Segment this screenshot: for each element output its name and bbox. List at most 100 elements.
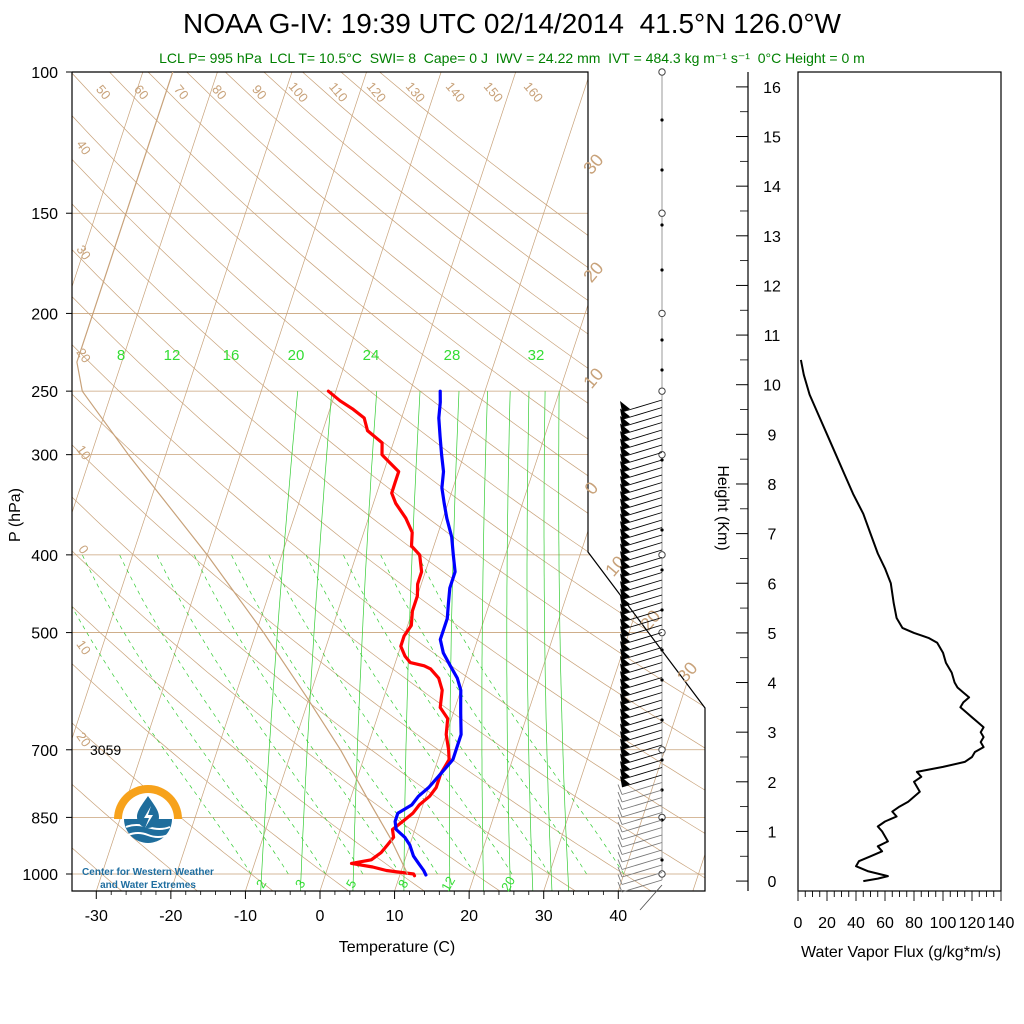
barb-level-circle xyxy=(658,450,666,459)
wind-barb-flag xyxy=(620,453,630,465)
wind-barb xyxy=(621,497,663,510)
wind-barb-feather xyxy=(617,799,623,810)
wind-barb xyxy=(621,489,663,503)
wind-barb xyxy=(621,842,663,855)
wind-barb-flag xyxy=(620,513,630,525)
adiabat-label: 80 xyxy=(209,82,230,103)
wind-barb xyxy=(621,459,663,473)
logo: Center for Western Weather and Water Ext… xyxy=(82,785,214,891)
height-tick-label: 10 xyxy=(763,378,781,395)
adiabat-label: 70 xyxy=(171,82,192,103)
isotherm-line xyxy=(767,72,1024,891)
mixing-ratio-label: 12 xyxy=(164,347,181,364)
skewt-frame xyxy=(71,71,706,892)
wind-barb xyxy=(621,609,663,623)
adiabat-label: 10 xyxy=(73,637,94,657)
wind-barb xyxy=(621,707,663,720)
mixing-ratio-label: 16 xyxy=(223,347,240,364)
wind-barb xyxy=(621,429,663,443)
wind-barb xyxy=(639,884,663,911)
adiabat-label: 90 xyxy=(249,82,270,103)
moist-adiabat-line xyxy=(156,554,364,875)
wind-barb xyxy=(621,527,663,540)
wvf-x-tick-label: 140 xyxy=(988,915,1015,932)
temperature-profile-line xyxy=(326,389,451,878)
wind-barb-flag xyxy=(620,438,630,450)
wind-barb xyxy=(621,557,663,570)
dry-adiabat-line xyxy=(72,72,576,891)
wind-barb-flag xyxy=(620,521,630,532)
wind-barb-flag xyxy=(620,746,630,757)
x-axis-title: Temperature (C) xyxy=(339,939,455,956)
wind-barb-flag xyxy=(620,738,630,750)
y-tick-label: 700 xyxy=(31,743,58,760)
isotherm-label: 0 xyxy=(581,478,603,499)
wind-barb-flag xyxy=(620,731,630,742)
isotherm-label: 10 xyxy=(579,364,607,392)
wind-barb-flag xyxy=(620,708,630,720)
height-tick-label: 7 xyxy=(768,527,777,544)
x-tick-label: 10 xyxy=(386,908,404,925)
wind-barb-flag xyxy=(620,528,630,540)
wvf-x-axis-title: Water Vapor Flux (g/kg*m/s) xyxy=(801,944,1001,961)
wind-barb-flag xyxy=(620,611,630,622)
skewt-background-lines xyxy=(72,72,1024,891)
barb-level-circle xyxy=(658,309,666,318)
barb-level-circle xyxy=(658,68,666,76)
dry-adiabat-line xyxy=(72,72,705,891)
y-tick-label: 1000 xyxy=(22,867,58,884)
wind-barb-flag xyxy=(620,566,630,577)
wind-barb-flag xyxy=(620,656,630,667)
barb-level-circle xyxy=(658,870,666,878)
barb-level-dot xyxy=(660,223,664,227)
barb-level-dot xyxy=(660,118,664,122)
moist-adiabat-line xyxy=(81,554,289,875)
wind-barb xyxy=(621,797,663,810)
isotherm-line xyxy=(617,72,705,891)
wind-barb xyxy=(621,512,663,525)
moist-adiabat-line xyxy=(380,554,587,875)
wind-barb xyxy=(621,617,663,630)
height-tick-label: 8 xyxy=(768,477,777,494)
wind-barb xyxy=(621,737,663,750)
wind-barb-flag xyxy=(620,603,630,615)
wind-barb-feather xyxy=(617,814,623,825)
adiabat-label: 160 xyxy=(521,79,546,105)
wind-barb xyxy=(621,834,663,848)
wvf-x-tick-label: 0 xyxy=(794,915,803,932)
wind-barb xyxy=(621,647,663,660)
wvf-x-tick-label: 40 xyxy=(847,915,865,932)
wind-barb xyxy=(621,542,663,555)
wind-barb-feather xyxy=(617,784,623,795)
wind-barb xyxy=(621,872,663,885)
wind-barb-flag xyxy=(620,423,630,435)
wind-barb-flag xyxy=(620,573,630,585)
dry-adiabat-line xyxy=(72,72,705,891)
wind-barb-feather xyxy=(617,791,623,803)
dry-adiabat-line xyxy=(72,72,123,891)
wind-barb xyxy=(621,452,663,465)
y-tick-label: 300 xyxy=(31,448,58,465)
wind-barb-feather xyxy=(617,859,623,870)
wind-barb-flag xyxy=(620,408,630,420)
wind-barb xyxy=(621,782,663,795)
barb-level-circle xyxy=(658,209,666,217)
adiabat-label: 30 xyxy=(73,242,94,262)
height-tick-label: 1 xyxy=(768,824,777,841)
wind-barb xyxy=(621,534,663,548)
wind-barb-feather xyxy=(617,851,623,863)
wind-barb xyxy=(621,699,663,713)
y-tick-label: 500 xyxy=(31,626,58,643)
height-tick-label: 2 xyxy=(768,775,777,792)
y-axis-title: P (hPa) xyxy=(7,488,24,542)
wind-barb-flag xyxy=(620,753,630,765)
adiabat-label: 150 xyxy=(481,79,506,105)
isotherm-label: 20 xyxy=(579,258,607,286)
wvf-series xyxy=(799,359,985,883)
wind-barb-flag xyxy=(620,626,630,637)
wind-barb xyxy=(621,692,663,705)
mixing-ratio-line xyxy=(260,391,299,891)
wind-barb-feather xyxy=(617,836,623,848)
